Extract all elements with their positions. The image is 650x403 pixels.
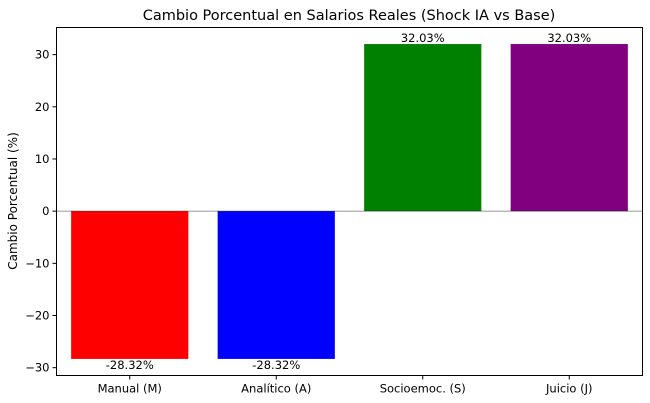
x-axis-ticks: Manual (M) Analítico (A) Socioemoc. (S) Jui… bbox=[98, 375, 592, 396]
bar bbox=[217, 211, 335, 359]
y-axis-ticks: −30 −20 −10 0 10 20 30 bbox=[25, 48, 57, 375]
plot-area bbox=[56, 27, 643, 376]
x-tick-label: Socioemoc. (S) bbox=[380, 382, 466, 396]
y-tick-label: 20 bbox=[35, 100, 50, 114]
data-label: 32.03% bbox=[401, 31, 445, 45]
data-label: -28.32% bbox=[106, 358, 154, 372]
y-tick-label: −30 bbox=[25, 361, 49, 375]
bars bbox=[71, 44, 628, 359]
data-label: 32.03% bbox=[547, 31, 591, 45]
y-tick-label: −20 bbox=[25, 309, 49, 323]
data-labels: -28.32% -28.32% 32.03% 32.03% bbox=[106, 31, 591, 372]
y-tick-label: 10 bbox=[35, 152, 50, 166]
bar bbox=[71, 211, 189, 359]
x-tick-label: Juicio (J) bbox=[545, 382, 592, 396]
y-tick-label: 0 bbox=[42, 204, 49, 218]
bar bbox=[510, 44, 628, 212]
bar bbox=[364, 44, 482, 212]
data-label: -28.32% bbox=[252, 358, 300, 372]
x-tick-label: Manual (M) bbox=[98, 382, 162, 396]
chart-title: Cambio Porcentual en Salarios Reales (Sh… bbox=[143, 8, 556, 24]
y-axis-label: Cambio Porcentual (%) bbox=[6, 132, 20, 270]
y-tick-label: −10 bbox=[25, 256, 49, 270]
x-tick-label: Analítico (A) bbox=[241, 382, 311, 396]
y-tick-label: 30 bbox=[35, 48, 50, 62]
